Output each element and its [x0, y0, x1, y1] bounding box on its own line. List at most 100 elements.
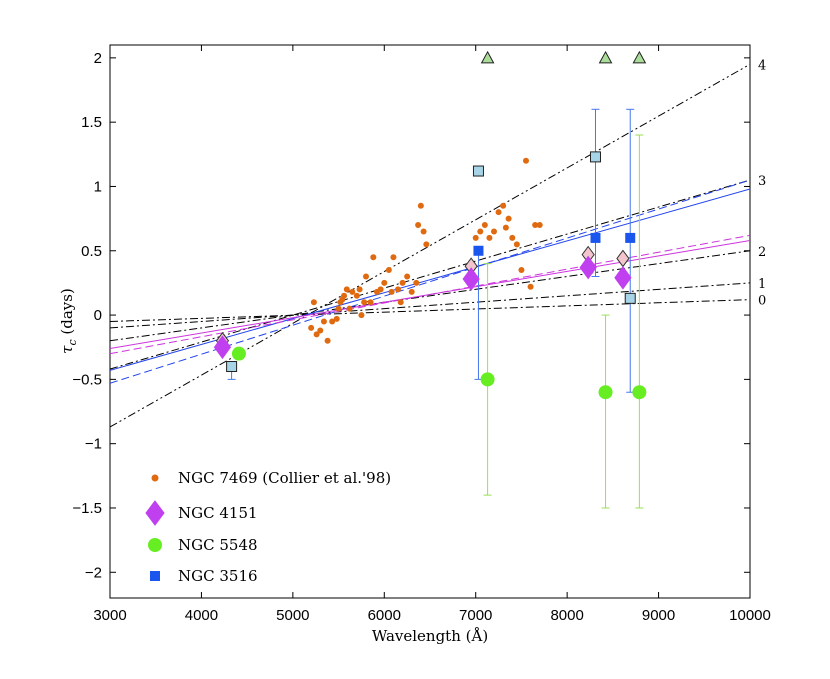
ngc3516-open-square [624, 292, 636, 304]
legend-ngc3516-marker [150, 571, 160, 581]
ngc5548-triangle [598, 50, 613, 64]
ngc4151-diamond [462, 267, 480, 291]
model-line-label: 0 [758, 294, 766, 309]
ngc3516-open-square [226, 361, 238, 373]
y-tick-label: −1.5 [72, 500, 102, 517]
ngc7469-point [502, 224, 509, 231]
model-line [110, 179, 750, 370]
ngc7469-point [527, 283, 534, 290]
ngc7469-point [356, 286, 363, 293]
ngc7469-point [310, 299, 317, 306]
ngc7469-point [472, 234, 479, 241]
ngc7469-point [363, 273, 369, 280]
x-tick-label: 4000 [185, 607, 218, 624]
ngc7469-point [353, 292, 360, 299]
line-labels: 0 1 2 3 4 [758, 58, 766, 308]
ngc7469-point [358, 312, 365, 319]
legend-ngc5548-marker [148, 538, 162, 552]
ngc7469-point [505, 215, 512, 222]
ngc3516-open-square [589, 151, 601, 163]
ngc7469-point [513, 241, 520, 248]
legend-label: NGC 3516 [178, 567, 258, 585]
x-tick-label: 8000 [550, 607, 583, 624]
ngc3516-square [590, 232, 601, 243]
ngc7469-point [404, 273, 411, 280]
ngc3516-open-square [472, 165, 484, 177]
plot-area [109, 44, 751, 599]
model-line-label: 2 [758, 245, 766, 260]
ngc7469-point [308, 324, 315, 331]
ngc7469-point [335, 305, 342, 312]
ngc7469-point [532, 222, 539, 229]
ngc5548-circle [632, 385, 647, 400]
ngc7469-point [370, 254, 377, 261]
ngc3516-square [473, 245, 484, 256]
y-tick-label: 1.5 [81, 114, 102, 131]
y-tick-label: 2 [94, 50, 102, 67]
ngc7469-point [397, 299, 404, 306]
ngc7469-point [408, 288, 415, 295]
x-tick-label: 6000 [368, 607, 401, 624]
ngc4151-diamond [213, 335, 232, 360]
legend: NGC 7469 (Collier et al.'98) NGC 4151 NGC … [145, 469, 391, 585]
ngc7469-point [477, 228, 484, 235]
ngc7469-point [377, 286, 384, 293]
legend-label: NGC 4151 [178, 504, 258, 522]
model-line [110, 250, 750, 342]
ngc7469-point [395, 286, 401, 293]
ngc7469-point [324, 337, 331, 344]
ngc7469-point [423, 241, 430, 248]
ngc7469-point [320, 318, 327, 325]
data-markers [213, 50, 647, 400]
y-tick-label: 0 [94, 307, 102, 324]
ngc7469-point [399, 279, 406, 286]
legend-label: NGC 7469 (Collier et al.'98) [178, 469, 391, 487]
ngc5548-triangle [480, 50, 495, 64]
model-line [110, 282, 750, 329]
legend-ngc7469-marker [151, 474, 159, 482]
ngc7469-point [413, 279, 420, 286]
ngc7469-point [329, 318, 336, 325]
ngc5548-circle [231, 346, 246, 361]
ngc7469-point [481, 222, 488, 229]
x-axis-label: Wavelength (Å) [372, 627, 488, 645]
y-tick-label: −2 [85, 564, 102, 581]
y-tick-label: 1 [94, 178, 102, 195]
ngc7469-point [333, 315, 340, 322]
ngc7469-point [381, 279, 388, 286]
ngc7469-point [349, 288, 356, 295]
ngc7469-point [313, 331, 320, 338]
ngc7469-point [388, 288, 395, 295]
ngc7469-point [343, 286, 350, 293]
model-line [110, 234, 750, 355]
model-line-label: 3 [758, 174, 766, 189]
ngc7469-point [518, 267, 525, 274]
ngc5548-circle [598, 385, 613, 400]
ngc7469-point [420, 228, 427, 235]
model-line-label: 1 [758, 277, 766, 292]
y-tick-label: −0.5 [72, 371, 102, 388]
ngc4151-diamond [614, 265, 632, 290]
model-line [110, 63, 750, 428]
ngc7469-point [536, 222, 543, 229]
ngc7469-point [415, 222, 422, 229]
x-tick-label: 9000 [642, 607, 675, 624]
ngc7469-point [346, 305, 353, 312]
ngc7469-point [500, 202, 507, 209]
ngc7469-point [486, 234, 493, 241]
model-line-label: 4 [758, 58, 766, 73]
ngc7469-point [417, 202, 424, 209]
x-axis: 3000 4000 5000 6000 7000 8000 9000 10000 [93, 45, 771, 624]
ngc7469-point [385, 267, 392, 274]
ngc7469-point [361, 299, 368, 306]
ngc7469-point [495, 209, 502, 216]
y-axis-label: τc (days) [58, 288, 79, 354]
ngc3516-square [625, 232, 636, 243]
ngc7469-point [390, 254, 397, 261]
ngc7469-point [341, 292, 348, 299]
x-tick-label: 3000 [93, 607, 126, 624]
legend-label: NGC 5548 [178, 536, 258, 554]
ngc5548-circle [480, 372, 495, 387]
ngc7469-point [491, 228, 497, 235]
x-tick-label: 7000 [459, 607, 492, 624]
